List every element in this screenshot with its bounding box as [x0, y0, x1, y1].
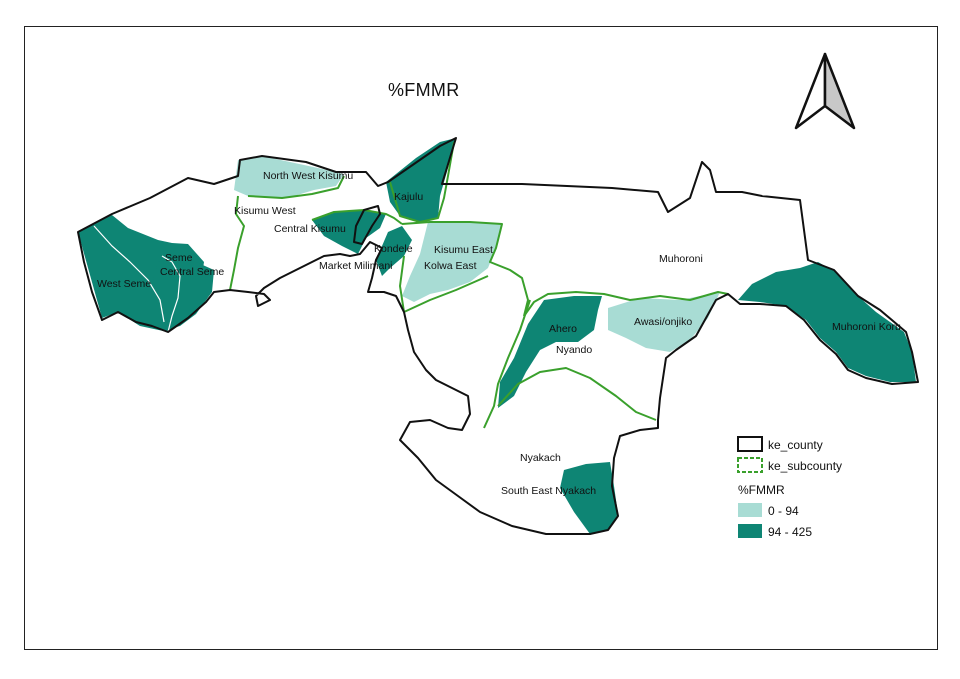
- label-kisumu-west: Kisumu West: [234, 205, 296, 217]
- region-north-west-kisumu[interactable]: [234, 156, 344, 198]
- region-awasi-onjiko[interactable]: [608, 292, 720, 352]
- region-south-east-nyakach[interactable]: [560, 462, 618, 534]
- region-kajulu[interactable]: [386, 138, 456, 222]
- legend-county-swatch: [737, 436, 763, 452]
- label-north-west-kisumu: North West Kisumu: [263, 170, 353, 182]
- label-kajulu: Kajulu: [394, 191, 423, 203]
- seme-internal-borders: [93, 225, 181, 333]
- label-awasi-onjiko: Awasi/onjiko: [634, 316, 692, 328]
- county-boundary: [77, 137, 919, 535]
- label-south-east-nyakach: South East Nyakach: [501, 485, 596, 497]
- label-nyando: Nyando: [556, 344, 592, 356]
- label-central-kisumu: Central Kisumu: [274, 223, 346, 235]
- legend-class-high-swatch: [738, 524, 762, 538]
- choropleth-fills: [78, 138, 916, 534]
- region-central-seme[interactable]: [152, 256, 214, 330]
- legend-subcounty-label: ke_subcounty: [768, 459, 842, 473]
- subcounty-borders: [229, 141, 729, 429]
- legend-class-low-label: 0 - 94: [768, 504, 799, 518]
- region-ahero[interactable]: [498, 296, 602, 408]
- legend-class-high-label: 94 - 425: [768, 525, 812, 539]
- region-kisumu-east[interactable]: [402, 222, 502, 302]
- label-kondele: Kondele: [374, 243, 413, 255]
- map-title: %FMMR: [388, 80, 460, 100]
- label-muhoroni-koru: Muhoroni Koru: [832, 321, 901, 333]
- label-nyakach: Nyakach: [520, 452, 561, 464]
- label-kisumu-east: Kisumu East: [434, 244, 493, 256]
- label-market-milimani: Market Milimani: [319, 260, 393, 272]
- label-central-seme: Central Seme: [160, 266, 224, 278]
- legend-county-label: ke_county: [768, 438, 823, 452]
- region-central-kisumu[interactable]: [312, 210, 386, 254]
- place-labels: North West Kisumu Kisumu West Central Ki…: [97, 170, 901, 497]
- legend: ke_county ke_subcounty %FMMR 0 - 94 94 -…: [737, 436, 842, 539]
- legend-class-low-swatch: [738, 503, 762, 517]
- label-seme: Seme: [165, 252, 193, 264]
- north-arrow-icon: [794, 52, 856, 130]
- region-kondele[interactable]: [376, 226, 412, 276]
- label-kolwa-east: Kolwa East: [424, 260, 477, 272]
- label-muhoroni: Muhoroni: [659, 253, 703, 265]
- legend-field-title: %FMMR: [738, 483, 785, 497]
- region-muhoroni-koru[interactable]: [738, 262, 916, 382]
- label-west-seme: West Seme: [97, 278, 151, 290]
- label-ahero: Ahero: [549, 323, 577, 335]
- legend-subcounty-swatch: [737, 457, 763, 473]
- map-frame: [24, 26, 938, 650]
